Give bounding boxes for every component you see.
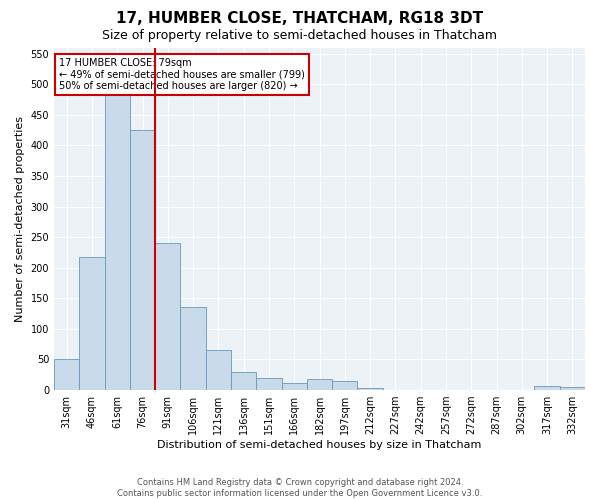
Text: Contains HM Land Registry data © Crown copyright and database right 2024.
Contai: Contains HM Land Registry data © Crown c…: [118, 478, 482, 498]
Text: 17 HUMBER CLOSE: 79sqm
← 49% of semi-detached houses are smaller (799)
50% of se: 17 HUMBER CLOSE: 79sqm ← 49% of semi-det…: [59, 58, 305, 91]
Bar: [130, 130, 155, 390]
Bar: [54, 360, 79, 390]
Bar: [281, 382, 307, 390]
Bar: [535, 386, 560, 390]
Bar: [307, 379, 332, 390]
Bar: [79, 256, 104, 390]
Bar: [104, 78, 130, 390]
Y-axis label: Number of semi-detached properties: Number of semi-detached properties: [15, 116, 25, 322]
Bar: [358, 388, 383, 390]
Bar: [206, 350, 231, 390]
Bar: [560, 387, 585, 390]
Text: Size of property relative to semi-detached houses in Thatcham: Size of property relative to semi-detach…: [103, 29, 497, 42]
Text: 17, HUMBER CLOSE, THATCHAM, RG18 3DT: 17, HUMBER CLOSE, THATCHAM, RG18 3DT: [116, 11, 484, 26]
Bar: [256, 378, 281, 390]
Bar: [155, 244, 181, 390]
Bar: [332, 381, 358, 390]
Bar: [181, 308, 206, 390]
X-axis label: Distribution of semi-detached houses by size in Thatcham: Distribution of semi-detached houses by …: [157, 440, 482, 450]
Bar: [231, 372, 256, 390]
